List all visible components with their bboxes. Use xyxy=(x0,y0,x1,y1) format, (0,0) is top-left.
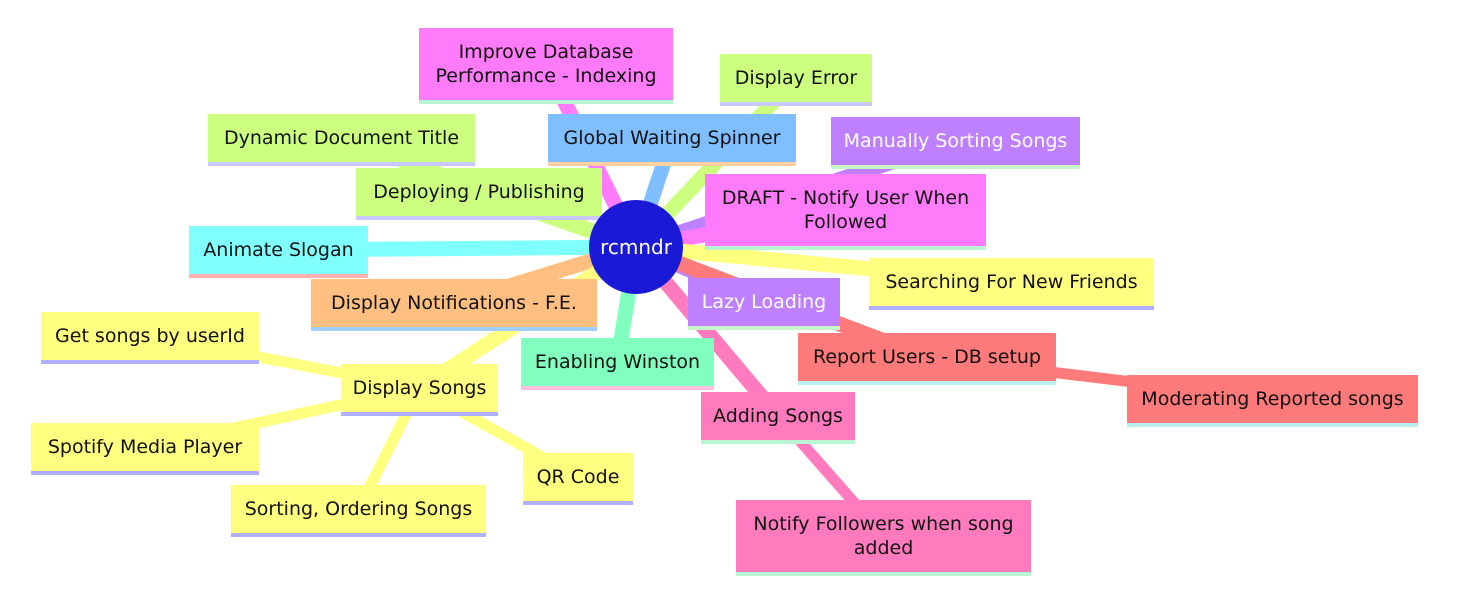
node-dynamic-title: Dynamic Document Title xyxy=(208,114,475,162)
node-sorting-songs: Sorting, Ordering Songs xyxy=(231,485,486,533)
node-notify-followers: Notify Followers when song added xyxy=(736,500,1031,572)
node-label-line: Adding Songs xyxy=(713,405,843,427)
node-enabling-winston: Enabling Winston xyxy=(521,338,714,386)
node-adding-songs: Adding Songs xyxy=(701,392,855,440)
node-global-spinner: Global Waiting Spinner xyxy=(548,114,796,162)
node-display-songs: Display Songs xyxy=(341,364,498,412)
node-improve-db: Improve Database Performance - Indexing xyxy=(419,28,673,100)
node-label-line: Moderating Reported songs xyxy=(1141,388,1404,410)
node-label-line: added xyxy=(853,537,914,559)
node-display-notif: Display Notifications - F.E. xyxy=(311,279,597,327)
node-label-line: Global Waiting Spinner xyxy=(563,127,781,149)
node-deploying: Deploying / Publishing xyxy=(356,168,602,216)
node-label-line: Searching For New Friends xyxy=(885,271,1138,293)
node-moderating: Moderating Reported songs xyxy=(1127,375,1418,423)
node-label-line: Display Error xyxy=(734,67,858,89)
node-lazy-loading: Lazy Loading xyxy=(688,278,840,326)
node-search-friends: Searching For New Friends xyxy=(869,258,1154,306)
node-label-line: DRAFT - Notify User When xyxy=(721,187,970,209)
node-qr-code: QR Code xyxy=(523,453,633,501)
node-label-line: Performance - Indexing xyxy=(435,65,657,87)
node-label-line: Improve Database xyxy=(458,41,634,63)
node-label-line: Get songs by userId xyxy=(55,325,245,347)
node-label-line: Lazy Loading xyxy=(701,291,827,313)
node-display-error: Display Error xyxy=(720,54,872,102)
node-label-line: Dynamic Document Title xyxy=(223,127,460,149)
node-label-line: Followed xyxy=(803,211,888,233)
root-label: rcmndr xyxy=(600,235,672,259)
node-label-line: Display Notifications - F.E. xyxy=(331,292,577,314)
node-spotify-player: Spotify Media Player xyxy=(31,423,259,471)
node-label-line: Enabling Winston xyxy=(534,351,701,373)
node-draft-notify: DRAFT - Notify User When Followed xyxy=(705,174,986,246)
node-label-line: QR Code xyxy=(536,466,620,488)
node-label-line: Deploying / Publishing xyxy=(373,181,585,203)
node-label-line: Sorting, Ordering Songs xyxy=(244,498,473,520)
node-label-line: Display Songs xyxy=(352,377,487,399)
node-label-line: Report Users - DB setup xyxy=(812,346,1041,368)
node-report-users: Report Users - DB setup xyxy=(798,333,1056,381)
root-node: rcmndr xyxy=(589,200,683,294)
node-label-line: Manually Sorting Songs xyxy=(843,130,1068,152)
node-label-line: Animate Slogan xyxy=(203,239,354,261)
node-manual-sort: Manually Sorting Songs xyxy=(831,117,1080,165)
node-animate-slogan: Animate Slogan xyxy=(189,226,368,274)
node-label-line: Spotify Media Player xyxy=(47,436,243,458)
node-get-songs: Get songs by userId xyxy=(41,312,259,360)
node-label-line: Notify Followers when song xyxy=(753,513,1014,535)
